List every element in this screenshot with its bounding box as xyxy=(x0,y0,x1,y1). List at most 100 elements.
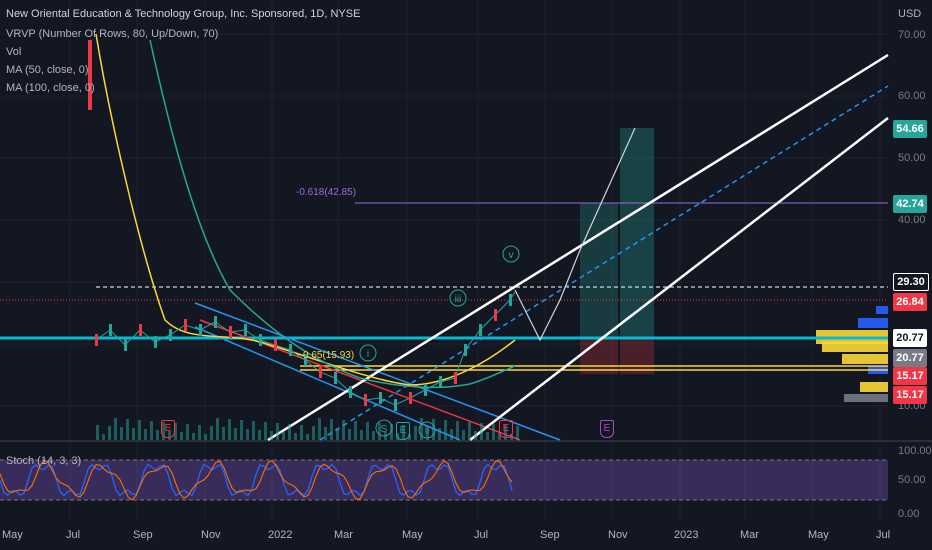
volume-bar xyxy=(264,422,267,440)
volume-bar xyxy=(114,418,117,440)
volume-bar xyxy=(222,427,225,440)
volume-bar xyxy=(246,429,249,440)
volume-bar xyxy=(468,422,471,440)
volume-bar xyxy=(96,425,99,440)
volume-bar xyxy=(486,432,489,440)
volume-bar xyxy=(420,418,423,440)
volume-bar xyxy=(204,434,207,440)
candle xyxy=(509,294,512,306)
wave-label: iii xyxy=(455,294,462,305)
volume-bar xyxy=(330,419,333,440)
price-tick: 40.00 xyxy=(898,214,926,226)
volume-bar xyxy=(120,427,123,440)
volume-bar xyxy=(180,432,183,440)
volume-bar xyxy=(216,418,219,440)
volume-bar xyxy=(516,426,519,440)
volume-bar xyxy=(414,426,417,440)
candle xyxy=(364,394,367,406)
price-tag-level: 20.77 xyxy=(893,349,927,367)
candle xyxy=(394,399,397,411)
time-label: May xyxy=(402,529,423,541)
candle xyxy=(334,372,337,384)
earnings-marker[interactable]: E xyxy=(161,420,175,438)
candle xyxy=(479,324,482,336)
volume-profile-bar xyxy=(842,354,888,364)
stop-box-2 xyxy=(620,339,654,374)
target-box-1 xyxy=(580,203,618,339)
wave-circle xyxy=(359,344,377,362)
volume-bar xyxy=(294,433,297,440)
candle xyxy=(494,309,497,321)
volume-bar xyxy=(306,434,309,440)
volume-bar xyxy=(144,429,147,440)
wave-circle xyxy=(418,421,436,439)
volume-bar xyxy=(480,423,483,440)
volume-bar xyxy=(108,426,111,440)
volume-profile-bar xyxy=(858,318,888,328)
price-tick: 50.00 xyxy=(898,152,926,164)
earnings-marker-upcoming[interactable]: E xyxy=(600,420,614,438)
volume-bar xyxy=(336,428,339,440)
earnings-marker-green[interactable]: E xyxy=(396,422,410,440)
volume-profile-bar xyxy=(822,342,888,352)
volume-bar xyxy=(210,426,213,440)
time-label: May xyxy=(2,529,23,541)
candle xyxy=(464,344,467,356)
earnings-marker[interactable]: E xyxy=(499,420,513,438)
time-label: Mar xyxy=(334,529,353,541)
volume-profile-bar xyxy=(876,306,888,314)
volume-bar xyxy=(276,423,279,440)
volume-bar xyxy=(174,423,177,440)
time-label: Nov xyxy=(608,529,628,541)
candle xyxy=(424,384,427,396)
volume-bar xyxy=(228,419,231,440)
target-box-2 xyxy=(620,128,654,339)
candle xyxy=(139,324,142,336)
currency-label: USD xyxy=(898,8,922,20)
channel-blue-bottom xyxy=(194,326,461,441)
candle xyxy=(199,324,202,336)
price-tag-high: 29.30 xyxy=(893,273,929,291)
wave-circle xyxy=(375,419,393,437)
indicator-vrvp[interactable]: VRVP (Number Of Rows, 80, Up/Down, 70) xyxy=(6,28,219,40)
indicator-ma100[interactable]: MA (100, close, 0) xyxy=(6,82,95,94)
candle xyxy=(229,326,232,338)
price-tag-support-2: 15.17 xyxy=(893,386,927,404)
stoch-k-line xyxy=(0,463,513,497)
volume-bar xyxy=(456,421,459,440)
volume-bar xyxy=(150,421,153,440)
volume-bar xyxy=(498,433,501,440)
stoch-d-line xyxy=(0,459,513,501)
volume-bar xyxy=(408,434,411,440)
time-label: Jul xyxy=(66,529,81,541)
indicator-stoch[interactable]: Stoch (14, 3, 3) xyxy=(6,455,82,467)
time-label: Sep xyxy=(133,529,153,541)
volume-bar xyxy=(432,419,435,440)
indicator-ma50[interactable]: MA (50, close, 0) xyxy=(6,64,89,76)
time-label: May xyxy=(808,529,829,541)
price-tag-support: 15.17 xyxy=(893,367,927,385)
candle xyxy=(454,372,457,384)
time-label: 2023 xyxy=(674,529,699,541)
projection-path xyxy=(514,127,636,342)
volume-bar xyxy=(492,424,495,440)
wave-label: ii xyxy=(425,426,429,437)
wave-label: i xyxy=(367,349,369,360)
candle xyxy=(169,329,172,341)
volume-bar xyxy=(450,429,453,440)
fib-label: -0.618(42.85) xyxy=(296,187,356,198)
candle xyxy=(214,316,217,328)
indicator-vol[interactable]: Vol xyxy=(6,46,22,58)
candle xyxy=(124,339,127,351)
volume-bar xyxy=(156,430,159,440)
volume-bar xyxy=(258,430,261,440)
volume-bar xyxy=(402,425,405,440)
stoch-band xyxy=(0,460,888,500)
volume-bar xyxy=(462,430,465,440)
chart-title: New Oriental Education & Technology Grou… xyxy=(6,8,361,20)
volume-bar xyxy=(132,428,135,440)
stoch-tick: 50.00 xyxy=(898,474,926,486)
price-tag-last: 26.84 xyxy=(893,293,927,311)
